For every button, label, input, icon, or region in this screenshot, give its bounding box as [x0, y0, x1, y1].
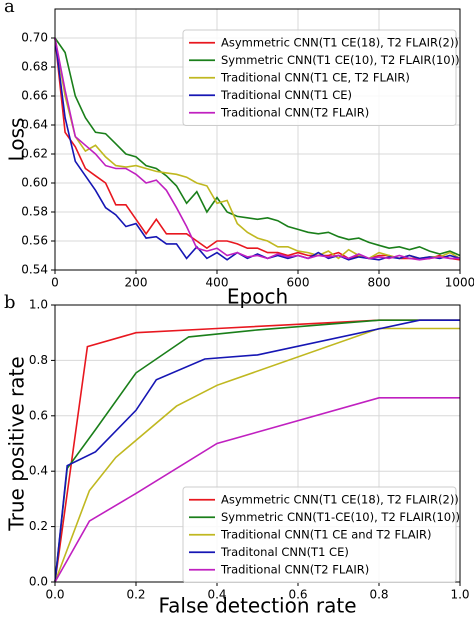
series-line	[54, 37, 461, 260]
legend-label: Traditional CNN(T2 FLAIR)	[220, 105, 369, 119]
x-axis-label: False detection rate	[159, 594, 357, 618]
series-line	[54, 319, 460, 583]
x-tick-label: 0.2	[126, 588, 145, 602]
y-tick-label: 0.0	[29, 575, 48, 589]
x-tick-label: 0	[51, 276, 59, 290]
y-axis-label: Loss	[5, 118, 29, 162]
legend-label: Traditional CNN(T2 FLAIR)	[220, 562, 369, 576]
y-tick-label: 0.62	[21, 147, 48, 161]
x-tick-label: 0.8	[369, 588, 388, 602]
series-line	[54, 37, 460, 261]
y-tick-label: 0.8	[29, 353, 48, 367]
series-line	[54, 37, 461, 257]
y-tick-label: 0.56	[21, 234, 48, 248]
legend-label: Symmetric CNN(T1 CE(10), T2 FLAIR(10))	[221, 53, 460, 67]
y-tick-label: 0.6	[29, 408, 48, 422]
y-tick-label: 1.0	[29, 298, 48, 312]
y-tick-label: 0.68	[21, 60, 48, 74]
x-tick-label: 800	[368, 276, 391, 290]
x-tick-label: 0.4	[207, 588, 226, 602]
x-tick-label: 600	[287, 276, 310, 290]
legend-label: Traditional CNN(T1 CE)	[220, 88, 352, 102]
series-line	[54, 319, 460, 583]
x-tick-label: 0.6	[288, 588, 307, 602]
y-tick-label: 0.4	[29, 464, 48, 478]
x-tick-label: 400	[206, 276, 229, 290]
legend-label: Symmetric CNN(T1-CE(10), T2 FLAIR(10))	[221, 510, 460, 524]
x-tick-label: 0.0	[45, 588, 64, 602]
legend-box	[182, 486, 457, 583]
y-tick-label: 0.66	[21, 89, 48, 103]
legend-label: Traditional CNN(T1 CE, T2 FLAIR)	[220, 70, 410, 84]
plot-frame	[54, 8, 461, 271]
y-tick-label: 0.64	[21, 118, 48, 132]
legend-label: Asymmetric CNN(T1 CE(18), T2 FLAIR(2))	[221, 35, 459, 49]
legend-label: Traditonal CNN(T1 CE)	[220, 545, 349, 559]
legend-box	[182, 29, 457, 126]
y-tick-label: 0.70	[21, 31, 48, 45]
legend-label: Traditional CNN(T1 CE and T2 FLAIR)	[220, 527, 432, 541]
y-axis-label: True positive rate	[5, 356, 29, 531]
panel-label: a	[4, 0, 15, 17]
x-tick-label: 1000	[445, 276, 474, 290]
x-tick-label: 200	[125, 276, 148, 290]
x-tick-label: 1.0	[450, 588, 469, 602]
y-tick-label: 0.58	[21, 205, 48, 219]
y-tick-label: 0.54	[21, 263, 48, 277]
y-tick-label: 0.60	[21, 176, 48, 190]
legend-label: Asymmetric CNN(T1 CE(18), T2 FLAIR(2))	[221, 492, 459, 506]
panel-label: b	[4, 292, 16, 313]
series-line	[54, 397, 460, 583]
y-tick-label: 0.2	[29, 519, 48, 533]
